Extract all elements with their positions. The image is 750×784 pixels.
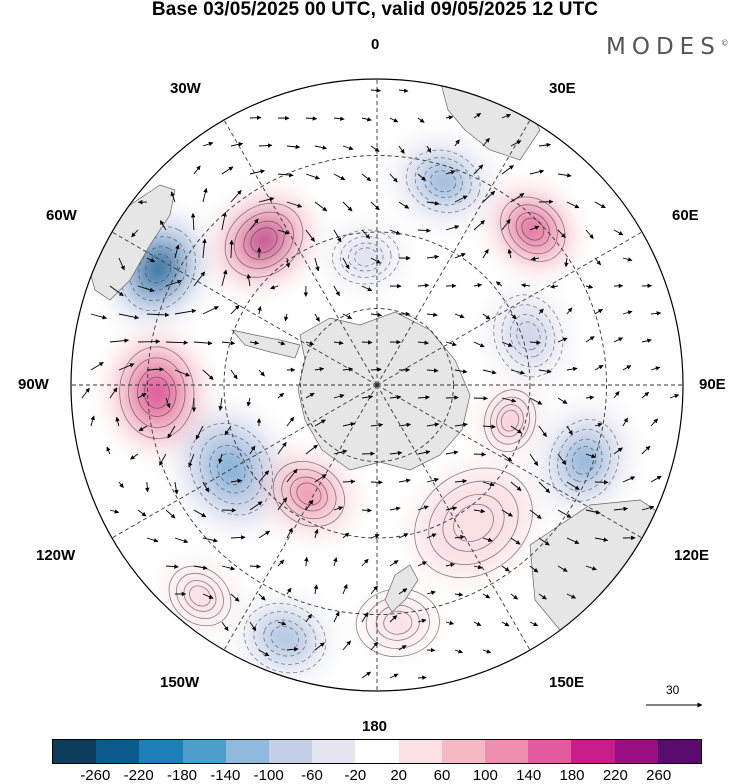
colorbar-tick-label: 140 <box>516 767 541 784</box>
lon-label-30w: 30W <box>170 80 201 97</box>
colorbar-swatch <box>442 740 485 763</box>
colorbar-tick-label: -180 <box>167 767 197 784</box>
wind-vector <box>343 481 355 482</box>
colorbar-tick-label: 180 <box>559 767 584 784</box>
colorbar-tick-label: 60 <box>434 767 451 784</box>
colorbar-swatch <box>528 740 571 763</box>
colorbar-tick-label: 100 <box>473 767 498 784</box>
colorbar-swatch <box>485 740 528 763</box>
lon-label-150w: 150W <box>160 674 199 691</box>
wind-vector <box>147 482 148 492</box>
colorbar-swatch <box>399 740 442 763</box>
lon-label-90e: 90E <box>699 376 726 393</box>
colorbar-tick-label: 20 <box>390 767 407 784</box>
lon-label-30e: 30E <box>549 80 576 97</box>
colorbar-tick-label: -220 <box>124 767 154 784</box>
colorbar-swatch <box>183 740 226 763</box>
wind-vector <box>362 342 372 343</box>
colorbar-swatch <box>269 740 312 763</box>
colorbar-tick-label: -60 <box>301 767 323 784</box>
colorbar <box>52 739 702 764</box>
colorbar-tick-label: -20 <box>344 767 366 784</box>
colorbar-tick-label: -260 <box>80 767 110 784</box>
lon-label-60e: 60E <box>672 207 699 224</box>
wind-vector <box>138 341 160 342</box>
reference-vector-label: 30 <box>666 683 679 697</box>
colorbar-swatch <box>53 740 96 763</box>
lon-label-60w: 60W <box>46 207 77 224</box>
wind-vector <box>474 454 486 455</box>
colorbar-swatch <box>615 740 658 763</box>
colorbar-swatch <box>571 740 614 763</box>
lon-label-150e: 150E <box>549 674 584 691</box>
colorbar-tick-label: -100 <box>254 767 284 784</box>
colorbar-swatch <box>658 740 701 763</box>
colorbar-swatch <box>355 740 398 763</box>
lon-label-90w: 90W <box>18 376 49 393</box>
wind-vector <box>474 398 488 399</box>
colorbar-swatch <box>312 740 355 763</box>
colorbar-tick-label: -140 <box>210 767 240 784</box>
colorbar-swatch <box>139 740 182 763</box>
wind-vector <box>446 397 458 398</box>
lon-label-120w: 120W <box>36 547 75 564</box>
lon-label-180: 180 <box>362 718 387 735</box>
colorbar-swatch <box>96 740 139 763</box>
colorbar-swatch <box>226 740 269 763</box>
colorbar-tick-label: 220 <box>603 767 628 784</box>
wind-vector <box>371 482 383 483</box>
lon-label-0: 0 <box>371 36 379 53</box>
wind-vector <box>362 510 372 511</box>
wind-vector <box>418 677 426 678</box>
lon-label-120e: 120E <box>674 547 709 564</box>
colorbar-tick-label: 260 <box>646 767 671 784</box>
